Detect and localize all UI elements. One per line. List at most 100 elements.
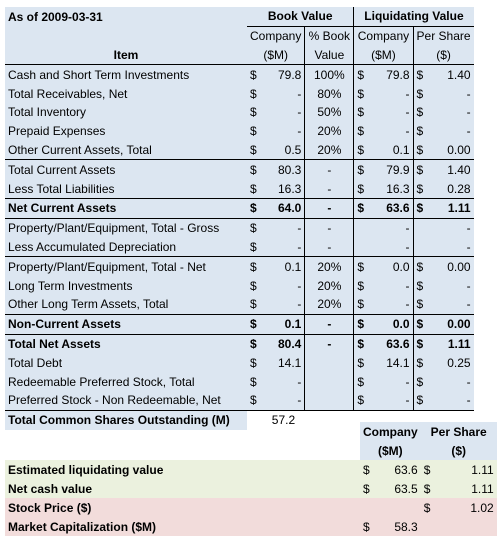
table-row: Other Current Assets, Total $0.5 20% $0.1 $0…: [5, 140, 474, 160]
per-share-currency: $: [412, 276, 428, 295]
pct-book-value: -: [304, 197, 354, 219]
book-value-currency: $: [247, 179, 263, 199]
row-item-label: Other Long Term Assets, Total: [5, 294, 247, 315]
summary-label: Market Capitalization ($M): [5, 517, 360, 536]
summary-per-share-value: 1.02: [433, 498, 497, 517]
book-value-currency: $: [247, 256, 263, 277]
pct-book-value: -: [304, 313, 354, 335]
per-share-currency: $: [412, 121, 428, 141]
liq-company-header-line2: ($M): [353, 45, 414, 66]
liq-value-amount: -: [367, 102, 414, 122]
pct-book-value: 20%: [304, 276, 354, 295]
per-share-amount: 1.11: [427, 197, 474, 219]
per-share-amount: -: [427, 217, 474, 238]
per-share-currency: $: [412, 256, 428, 277]
liq-value-amount: 14.1: [367, 353, 414, 373]
table-row: Property/Plant/Equipment, Total - Net $0.…: [5, 256, 474, 277]
liq-value-amount: -: [367, 237, 414, 257]
liq-value-currency: $: [353, 102, 368, 122]
shares-outstanding-value: 57.2: [262, 409, 305, 430]
liq-value-currency: $: [353, 64, 368, 85]
per-share-amount: 1.40: [427, 159, 474, 180]
liq-value-amount: 63.6: [367, 333, 414, 354]
pct-book-value: -: [304, 159, 354, 180]
liq-value-currency: $: [353, 313, 368, 335]
pct-book-value: -: [304, 237, 354, 257]
book-value-currency: $: [247, 197, 263, 219]
row-item-label: Property/Plant/Equipment, Total - Net: [5, 256, 247, 277]
summary-per-share-value: 1.11: [433, 479, 497, 498]
summary-table: Company Per Share ($M) ($) Estimated liq…: [5, 422, 497, 536]
summary-company-header-line1: Company: [360, 422, 421, 441]
pct-book-value: -: [304, 333, 354, 354]
liq-value-amount: 16.3: [367, 179, 414, 199]
liq-value-currency: $: [353, 353, 368, 373]
liq-value-currency: $: [353, 276, 368, 295]
book-value-amount: 80.3: [262, 159, 305, 180]
header-row-1: As of 2009-03-31 Book Value Liquidating …: [5, 7, 474, 27]
liq-value-amount: -: [367, 121, 414, 141]
table-row: Prepaid Expenses $ -20% $ - $ -: [5, 121, 474, 141]
per-share-header-line1: Per Share: [412, 26, 474, 46]
row-item-label: Property/Plant/Equipment, Total - Gross: [5, 217, 247, 238]
per-share-currency: $: [412, 353, 428, 373]
book-value-currency: $: [247, 276, 263, 295]
liq-value-currency: $: [353, 179, 368, 199]
liq-value-currency: $: [353, 372, 368, 391]
per-share-amount: -: [427, 276, 474, 295]
pct-book-value: 20%: [304, 140, 354, 160]
book-value-currency: $: [247, 333, 263, 354]
liq-value-amount: 0.0: [367, 256, 414, 277]
table-row: Preferred Stock - Non Redeemable, Net $ - $…: [5, 390, 474, 411]
row-item-label: Less Accumulated Depreciation: [5, 237, 247, 257]
pct-book-value: [304, 372, 354, 391]
book-value-currency: $: [247, 390, 263, 411]
per-share-currency: $: [412, 179, 428, 199]
per-share-amount: 0.25: [427, 353, 474, 373]
book-value-currency: $: [247, 217, 263, 238]
book-value-amount: -: [262, 102, 305, 122]
per-share-amount: -: [427, 84, 474, 103]
per-share-amount: 0.00: [427, 140, 474, 160]
summary-label: Net cash value: [5, 479, 360, 498]
liq-value-amount: -: [367, 390, 414, 411]
book-value-amount: -: [262, 84, 305, 103]
table-row: Total Current Assets $80.3- $79.9 $1.40: [5, 159, 474, 180]
table-row: Long Term Investments $ -20% $ - $ -: [5, 276, 474, 295]
company-header-line2: ($M): [247, 45, 305, 66]
per-share-currency: $: [412, 390, 428, 411]
liq-value-currency: $: [353, 333, 368, 354]
book-value-currency: $: [247, 372, 263, 391]
liq-value-currency: $: [353, 84, 368, 103]
row-item-label: Net Current Assets: [5, 197, 247, 219]
liq-value-currency: $: [353, 256, 368, 277]
pct-book-value: -: [304, 179, 354, 199]
summary-currency: [420, 517, 434, 536]
liq-value-currency: $: [353, 197, 368, 219]
row-item-label: Total Current Assets: [5, 159, 247, 180]
summary-company-value: 63.5: [373, 479, 421, 498]
book-value-currency: $: [247, 140, 263, 160]
summary-company-value: [373, 498, 421, 517]
book-value-amount: -: [262, 237, 305, 257]
summary-currency: $: [420, 479, 434, 498]
pct-book-value: 50%: [304, 102, 354, 122]
book-value-amount: 14.1: [262, 353, 305, 373]
per-share-currency: $: [412, 372, 428, 391]
book-value-currency: $: [247, 102, 263, 122]
table-row: Total Receivables, Net $ -80% $ - $ -: [5, 84, 474, 103]
liq-value-amount: -: [367, 294, 414, 315]
summary-company-header-line2: ($M): [360, 441, 421, 460]
per-share-currency: $: [412, 333, 428, 354]
table-row: Total Inventory $ -50% $ - $ -: [5, 102, 474, 122]
summary-currency: $: [420, 498, 434, 517]
row-item-label: Long Term Investments: [5, 276, 247, 295]
liq-value-currency: $: [353, 121, 368, 141]
header-row-3: Item ($M) Value ($M) ($): [5, 45, 474, 66]
row-item-label: Prepaid Expenses: [5, 121, 247, 141]
book-value-currency: $: [247, 237, 263, 257]
summary-row-liquidating-value: Estimated liquidating value $ 63.6 $ 1.1…: [5, 460, 497, 479]
row-item-label: Total Debt: [5, 353, 247, 373]
liq-value-amount: 0.1: [367, 140, 414, 160]
liq-value-currency: $: [353, 159, 368, 180]
